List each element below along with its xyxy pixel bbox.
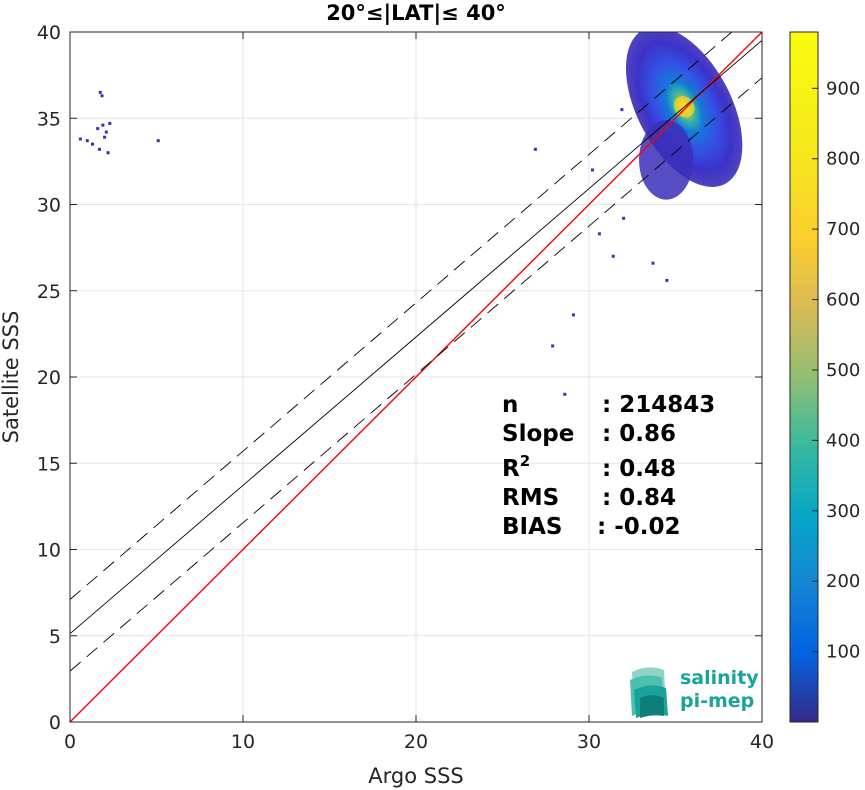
stat-r2-value: : 0.48 (602, 456, 676, 482)
outlier-point (533, 147, 537, 151)
line-regression (70, 39, 762, 635)
y-tick-label: 40 (37, 22, 61, 44)
y-tick-label: 25 (37, 281, 61, 303)
x-tick-label: 0 (64, 731, 76, 753)
outlier-point (78, 137, 82, 141)
outlier-point (96, 127, 100, 131)
y-axis-ticks: 0 5 10 15 20 25 30 35 40 (37, 22, 762, 734)
outlier-point (101, 123, 105, 127)
stat-n-label: n (502, 392, 518, 418)
colorbar-tick-label: 400 (826, 430, 860, 451)
y-tick-label: 10 (37, 540, 61, 562)
x-axis-ticks: 0 10 20 30 40 (64, 32, 774, 753)
outlier-point (108, 121, 112, 125)
outlier-point (156, 139, 160, 143)
colorbar-ticks: 100 200 300 400 500 600 700 800 900 (812, 78, 860, 663)
x-tick-label: 10 (231, 731, 255, 753)
outlier-point (611, 254, 615, 258)
line-regression-rms (70, 32, 733, 600)
colorbar-tick-label: 900 (826, 78, 860, 99)
outlier-point (665, 278, 669, 282)
x-tick-label: 20 (404, 731, 428, 753)
outlier-point (620, 108, 624, 112)
outlier-point (104, 130, 108, 134)
stats-block: n : 214843 Slope : 0.86 R2 : 0.48 RMS : … (502, 392, 715, 540)
outlier-point (106, 151, 110, 155)
colorbar-tick-label: 500 (826, 360, 860, 381)
outlier-point (100, 94, 104, 98)
y-tick-label: 15 (37, 453, 61, 475)
logo-text-pimep: pi-mep (680, 690, 754, 712)
stat-bias-value: : -0.02 (597, 514, 681, 540)
stat-rms-label: RMS (502, 485, 559, 511)
colorbar-tick-label: 100 (826, 642, 860, 663)
stat-n-value: : 214843 (602, 392, 715, 418)
colorbar-tick-label: 800 (826, 149, 860, 170)
stat-r2-label: R2 (502, 452, 530, 482)
stat-slope-label: Slope (502, 421, 574, 447)
y-tick-label: 5 (49, 626, 61, 648)
colorbar (790, 32, 818, 722)
colorbar-tick-label: 600 (826, 290, 860, 311)
outlier-point (651, 261, 655, 265)
stat-slope-value: : 0.86 (602, 421, 676, 447)
outlier-point (563, 392, 567, 396)
salinity-pi-mep-logo: salinity pi-mep (630, 667, 759, 718)
outlier-point (90, 142, 94, 146)
colorbar-frame (789, 31, 819, 723)
x-tick-label: 40 (750, 731, 774, 753)
stat-rms-value: : 0.84 (602, 485, 676, 511)
outlier-point (622, 216, 626, 220)
outlier-point (551, 344, 555, 348)
line-regression-rms (70, 77, 762, 672)
line-identity (70, 32, 762, 722)
y-tick-label: 30 (37, 195, 61, 217)
y-tick-label: 20 (37, 367, 61, 389)
outlier-point (98, 90, 102, 94)
outlier-point (597, 232, 601, 236)
outlier-point (590, 168, 594, 172)
stat-bias-label: BIAS (502, 514, 562, 540)
outlier-point (571, 313, 575, 317)
colorbar-tick-label: 200 (826, 571, 860, 592)
colorbar-tick-label: 300 (826, 501, 860, 522)
logo-wave-icon (630, 667, 668, 718)
outlier-points (78, 90, 669, 396)
chart-title: 20°≤|LAT|≤ 40° (326, 1, 506, 26)
outlier-point (97, 147, 101, 151)
x-tick-label: 30 (577, 731, 601, 753)
outlier-point (85, 139, 89, 143)
density-cloud-lower (639, 119, 694, 200)
y-tick-label: 0 (49, 712, 61, 734)
logo-text-salinity: salinity (680, 667, 759, 689)
x-axis-label: Argo SSS (368, 764, 463, 788)
colorbar-tick-label: 700 (826, 219, 860, 240)
y-axis-label: Satellite SSS (0, 311, 23, 444)
outlier-point (103, 135, 107, 139)
fit-lines (70, 32, 762, 722)
y-tick-label: 35 (37, 108, 61, 130)
